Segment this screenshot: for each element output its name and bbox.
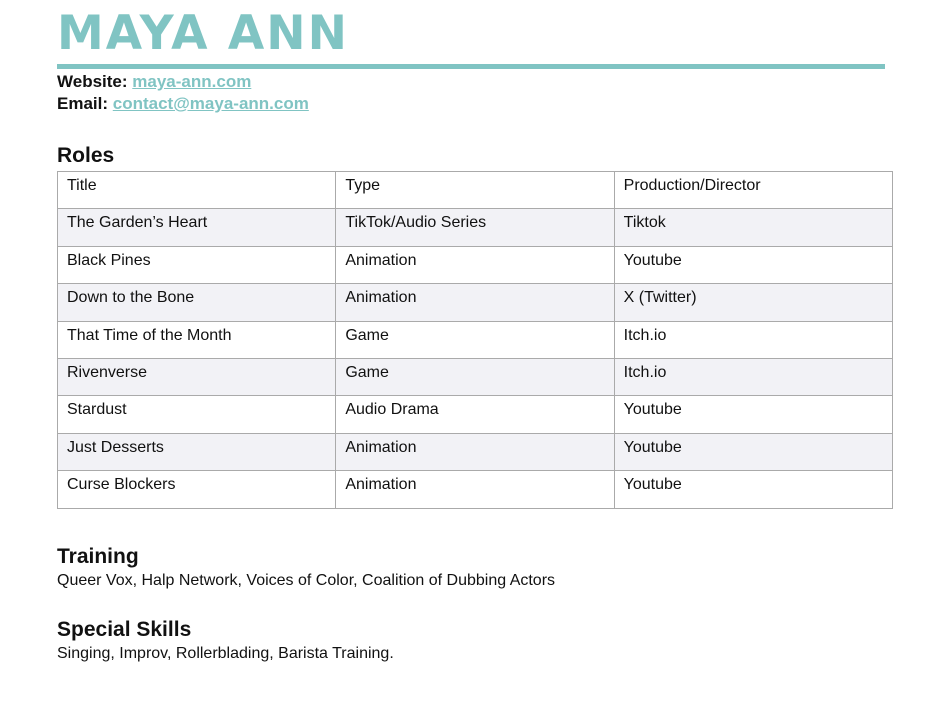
table-cell: TikTok/Audio Series (335, 208, 615, 247)
table-cell: Just Desserts (56, 432, 337, 472)
training-heading: Training (57, 545, 139, 568)
table-cell: Youtube (613, 245, 894, 285)
email-link[interactable]: contact@maya-ann.com (112, 94, 309, 113)
table-cell: Youtube (613, 395, 894, 434)
skills-text: Singing, Improv, Rollerblading, Barista … (57, 645, 394, 662)
table-header-row: Title Type Production/Director (56, 170, 894, 210)
table-cell: Black Pines (56, 245, 337, 285)
table-cell: Itch.io (613, 320, 894, 359)
table-cell: Audio Drama (335, 395, 615, 434)
table-cell: Animation (335, 470, 615, 509)
table-row: Stardust Audio Drama Youtube (56, 395, 894, 434)
training-text: Queer Vox, Halp Network, Voices of Color… (57, 572, 556, 589)
table-cell: Tiktok (613, 208, 894, 247)
table-cell: Animation (335, 432, 615, 472)
column-header: Type (335, 170, 615, 210)
table-cell: Youtube (613, 470, 894, 509)
table-cell: Animation (335, 283, 615, 322)
table-cell: Game (335, 320, 615, 359)
table-cell: That Time of the Month (56, 320, 337, 359)
roles-table: Title Type Production/Director The Garde… (56, 170, 894, 509)
website-line: Website: maya-ann.com (57, 72, 251, 92)
skills-heading: Special Skills (57, 618, 192, 641)
table-cell: Animation (335, 245, 615, 285)
table-cell: Youtube (613, 432, 894, 472)
page-title: MAYA ANN (57, 6, 349, 61)
website-link[interactable]: maya-ann.com (132, 72, 252, 91)
column-header: Production/Director (613, 170, 894, 210)
table-cell: Curse Blockers (56, 470, 337, 509)
table-row: Down to the Bone Animation X (Twitter) (56, 283, 894, 322)
website-label: Website: (57, 72, 128, 91)
table-cell: The Garden’s Heart (56, 208, 337, 247)
column-header: Title (56, 170, 337, 210)
table-row: The Garden’s Heart TikTok/Audio Series Tik… (56, 208, 894, 247)
table-row: Just Desserts Animation Youtube (56, 432, 894, 472)
email-label: Email: (57, 94, 109, 113)
table-cell: Down to the Bone (56, 283, 337, 322)
table-row: Curse Blockers Animation Youtube (56, 470, 894, 509)
table-row: That Time of the Month Game Itch.io (56, 320, 894, 359)
title-divider (57, 64, 885, 69)
table-cell: Itch.io (613, 357, 894, 397)
table-cell: Game (335, 357, 615, 397)
table-cell: Stardust (56, 395, 337, 434)
email-line: Email: contact@maya-ann.com (57, 94, 309, 114)
table-row: Black Pines Animation Youtube (56, 245, 894, 285)
roles-heading: Roles (57, 144, 115, 167)
table-cell: Rivenverse (56, 357, 337, 397)
table-row: Rivenverse Game Itch.io (56, 357, 894, 397)
table-cell: X (Twitter) (613, 283, 894, 322)
